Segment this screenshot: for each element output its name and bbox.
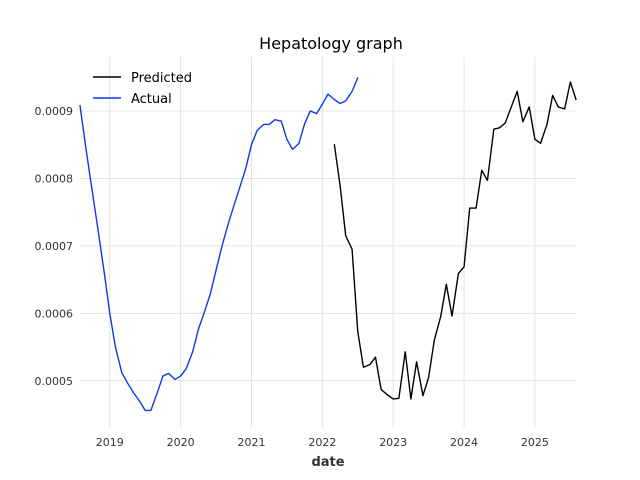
series-layer [79, 77, 577, 412]
chart-title: Hepatology graph [259, 34, 403, 53]
x-tick-label: 2020 [167, 436, 195, 449]
x-axis-ticks: 2019 2020 2021 2022 2023 2024 2025 [96, 436, 549, 449]
x-tick-label: 2025 [521, 436, 549, 449]
x-axis-label: date [311, 455, 344, 470]
x-tick-label: 2023 [379, 436, 407, 449]
y-tick-label: 0.0006 [35, 307, 74, 320]
x-tick-label: 2024 [450, 436, 478, 449]
x-tick-label: 2021 [237, 436, 265, 449]
legend-label-predicted: Predicted [131, 71, 192, 86]
y-tick-label: 0.0008 [35, 172, 74, 185]
grid [80, 57, 576, 428]
y-tick-label: 0.0009 [35, 105, 74, 118]
x-tick-label: 2019 [96, 436, 124, 449]
y-axis-ticks: 0.0005 0.0006 0.0007 0.0008 0.0009 [35, 105, 74, 388]
y-tick-label: 0.0007 [35, 240, 74, 253]
x-tick-label: 2022 [308, 436, 336, 449]
series-line-predicted [333, 81, 577, 400]
legend-label-actual: Actual [131, 92, 172, 107]
legend: Predicted Actual [93, 71, 192, 107]
y-tick-label: 0.0005 [35, 375, 74, 388]
series-line-actual [79, 77, 359, 412]
